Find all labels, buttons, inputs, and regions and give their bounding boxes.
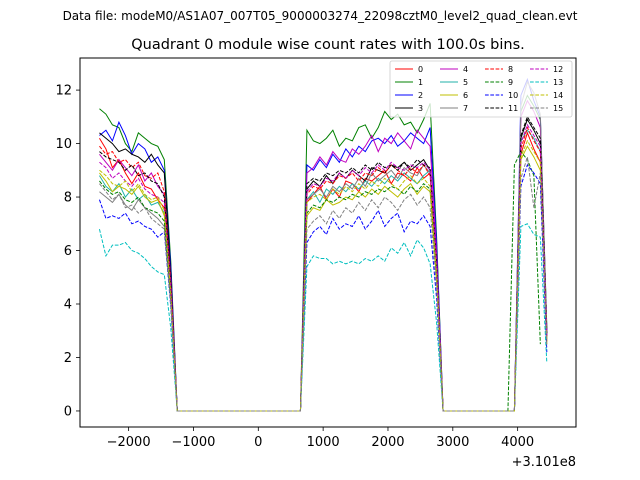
legend-label-2: 2 — [418, 91, 423, 100]
series-line-8 — [99, 126, 548, 412]
legend-label-4: 4 — [463, 65, 468, 74]
y-tick-label: 12 — [55, 84, 72, 99]
legend-label-7: 7 — [463, 104, 468, 113]
legend-label-6: 6 — [463, 91, 468, 100]
legend-label-13: 13 — [553, 78, 563, 87]
legend-label-12: 12 — [553, 65, 563, 74]
legend-label-0: 0 — [418, 65, 423, 74]
series-line-6 — [99, 145, 548, 412]
plot-frame — [79, 57, 577, 428]
legend-label-14: 14 — [553, 91, 563, 100]
x-tick-label: 3000 — [436, 435, 469, 450]
x-tick-label: 4000 — [501, 435, 534, 450]
legend-box — [389, 60, 573, 118]
x-offset-label: +3.101e8 — [512, 455, 576, 470]
legend-label-1: 1 — [418, 78, 423, 87]
series-line-15 — [99, 156, 548, 412]
x-tick-label: −2000 — [107, 435, 151, 450]
series-line-0 — [99, 131, 548, 412]
x-tick-label: 1000 — [307, 435, 340, 450]
x-axis: −2000 −1000 0 1000 2000 3000 4000 — [107, 427, 534, 450]
series-line-12 — [99, 123, 548, 412]
chart-title: Quadrant 0 module wise count rates with … — [131, 37, 525, 53]
series-layer — [98, 77, 548, 412]
y-tick-label: 6 — [64, 244, 72, 259]
series-line-5 — [99, 129, 548, 412]
legend-label-9: 9 — [508, 78, 513, 87]
legend-label-11: 11 — [508, 104, 518, 113]
y-tick-label: 0 — [64, 404, 72, 419]
legend-label-5: 5 — [463, 78, 468, 87]
legend-label-10: 10 — [508, 91, 518, 100]
legend-label-8: 8 — [508, 65, 513, 74]
y-tick-label: 10 — [55, 137, 72, 152]
figure-suptitle: Data file: modeM0/AS1A07_007T05_90000032… — [63, 9, 578, 23]
x-tick-label: 0 — [254, 435, 262, 450]
x-tick-label: −1000 — [171, 435, 215, 450]
y-tick-label: 4 — [64, 298, 72, 313]
y-tick-label: 8 — [64, 191, 72, 206]
series-line-14 — [99, 139, 548, 412]
y-tick-label: 2 — [64, 351, 72, 366]
legend-label-3: 3 — [418, 104, 423, 113]
x-tick-label: 2000 — [371, 435, 404, 450]
legend-label-15: 15 — [553, 104, 563, 113]
y-axis: 0 2 4 6 8 10 12 — [55, 84, 80, 419]
